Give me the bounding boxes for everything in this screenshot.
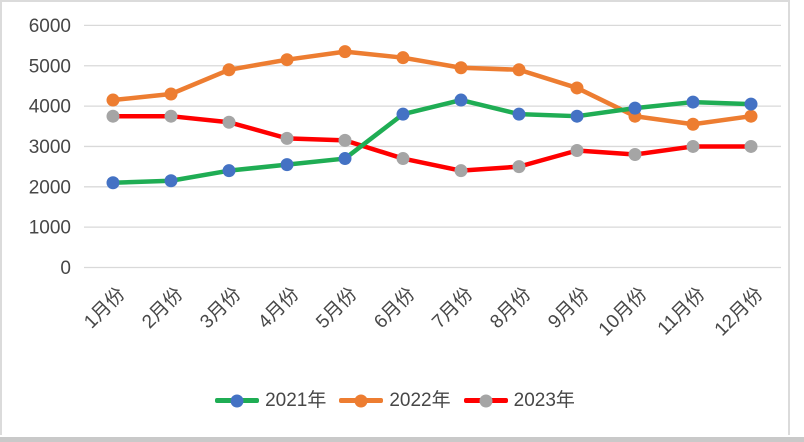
x-axis-tick-label: 10月份 [594,283,651,340]
legend-line-sample [339,394,384,407]
data-point-2021年 [396,107,410,121]
data-point-2021年 [280,158,294,172]
legend-label: 2022年 [389,390,451,411]
chart-canvas: 0 1000 2000 3000 4000 5000 6000 1月份 2月份 3月份 4月份 5月份… [29,16,781,340]
data-point-2022年 [396,51,410,65]
data-point-2022年 [106,93,120,107]
data-point-2021年 [512,107,526,121]
data-point-2023年 [512,160,526,174]
data-point-2021年 [686,95,700,109]
data-point-2023年 [280,131,294,145]
data-point-2021年 [106,176,120,190]
y-axis-tick-label: 0 [60,258,71,279]
x-axis-tick-label: 3月份 [196,283,246,333]
data-point-2023年 [686,139,700,153]
data-point-2022年 [454,61,468,75]
legend-item-2021年: 2021年 [215,391,326,410]
data-point-2023年 [744,139,758,153]
x-axis-tick-label: 6月份 [370,283,420,333]
data-point-2022年 [338,45,352,59]
data-point-2022年 [164,87,178,101]
window-bottom-edge [0,437,804,442]
x-axis-tick-label: 8月份 [486,283,536,333]
series-line-2021年 [110,97,754,186]
data-point-2021年 [164,174,178,188]
data-point-2021年 [222,164,236,178]
data-point-2022年 [686,117,700,131]
data-point-2022年 [570,81,584,95]
legend-marker-dot [479,394,493,407]
data-point-2023年 [570,143,584,157]
x-axis-tick-label: 12月份 [710,283,767,340]
x-axis-tick-label: 7月份 [428,283,478,333]
data-point-2022年 [222,63,236,77]
series-line-2023年 [110,113,754,173]
data-point-2022年 [280,53,294,67]
x-axis-tick-label: 9月份 [544,283,594,333]
legend-marker-dot [230,394,244,407]
data-point-2021年 [570,109,584,123]
x-axis-tick-label: 5月份 [312,283,362,333]
y-axis-tick-label: 2000 [29,177,71,198]
data-point-2021年 [454,93,468,107]
x-axis-tick-label: 11月份 [653,283,709,339]
data-point-2023年 [222,115,236,129]
data-point-2021年 [744,97,758,111]
chart-frame: 0 1000 2000 3000 4000 5000 6000 1月份 2月份 3月份 4月份 5月份… [0,0,790,435]
legend: 2021年 2022年 2023年 [0,391,790,410]
data-point-2023年 [396,152,410,166]
y-axis-tick-label: 6000 [29,16,71,37]
data-point-2021年 [338,152,352,166]
x-axis-tick-label: 4月份 [254,283,304,333]
data-point-2023年 [628,148,642,162]
legend-label: 2023年 [513,390,575,411]
legend-line-sample [463,394,508,407]
data-point-2023年 [164,109,178,123]
y-axis-tick-label: 4000 [29,97,71,118]
data-point-2023年 [338,133,352,147]
legend-item-2022年: 2022年 [339,390,451,411]
data-point-2022年 [744,109,758,123]
x-axis-tick-label: 2月份 [138,283,188,333]
data-point-2023年 [106,109,120,123]
data-point-2022年 [512,63,526,77]
legend-marker-dot [354,394,368,407]
legend-label: 2021年 [265,390,327,411]
data-point-2021年 [628,101,642,115]
legend-line-sample [215,394,260,407]
data-point-2023年 [454,164,468,178]
legend-item-2023年: 2023年 [463,390,575,411]
x-axis-tick-label: 1月份 [80,283,130,333]
y-axis-tick-label: 3000 [29,137,71,158]
y-axis-tick-label: 1000 [29,218,71,239]
y-axis-tick-label: 5000 [29,56,71,77]
series-line-2022年 [110,49,754,127]
